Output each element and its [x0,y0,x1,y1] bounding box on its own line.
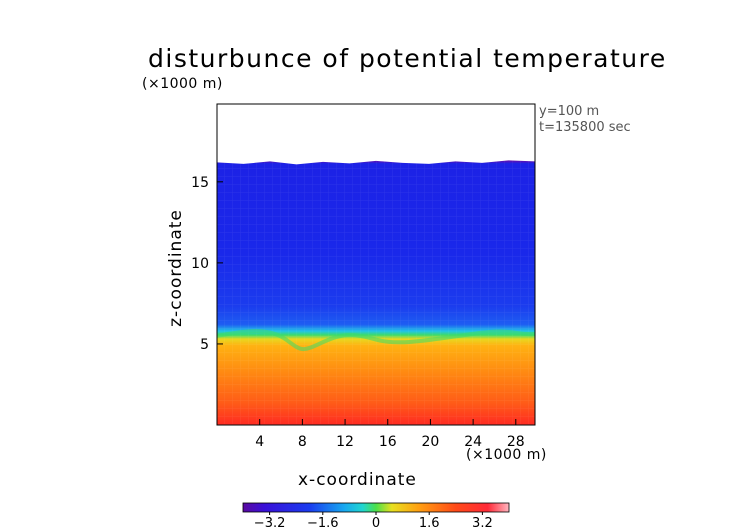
colorbar: −3.2 −1.6 0 1.6 3.2 [242,502,510,531]
x-tick-label: 20 [422,434,440,450]
x-tick-label: 24 [464,434,482,450]
x-tick-label: 12 [336,434,354,450]
y-tick-label: 15 [191,175,209,191]
axes: 4 8 12 16 20 24 28 5 10 15 [191,175,525,450]
y-tick-label: 10 [191,256,209,272]
x-tick-label: 16 [379,434,397,450]
temperature-field [216,160,536,425]
chart-title: disturbunce of potential temperature [148,44,667,73]
colorbar-tick-label: −1.6 [307,516,339,531]
y-tick-label: 5 [200,337,209,353]
x-axis-units: (×1000 m) [466,447,547,463]
colorbar-tick-label: 3.2 [472,516,493,531]
x-tick-label: 4 [255,434,264,450]
colorbar-tick-label: 1.6 [419,516,440,531]
inversion-band [216,329,536,352]
annotation-time: t=135800 sec [539,120,631,135]
x-tick-label: 8 [298,434,307,450]
colorbar-tick-label: −3.2 [254,516,286,531]
annotation-y: y=100 m [539,104,600,119]
x-tick-label: 28 [507,434,525,450]
colorbar-bar [242,502,510,513]
plot-frame [216,103,536,426]
annotation-block: y=100 m t=135800 sec [539,104,631,136]
field-texture [217,160,535,425]
colorbar-tick-label: 0 [372,516,380,531]
z-axis-units: (×1000 m) [142,76,223,92]
x-axis-label: x-coordinate [298,470,417,490]
